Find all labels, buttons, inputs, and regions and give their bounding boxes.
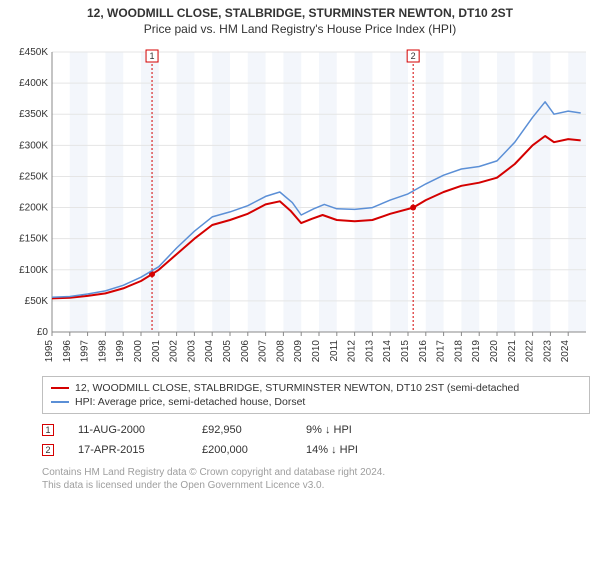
svg-text:1997: 1997 xyxy=(80,340,91,363)
sale-date: 17-APR-2015 xyxy=(78,440,178,460)
svg-text:2018: 2018 xyxy=(453,340,464,363)
line-chart-svg: £0 £50K £100K £150K £200K £250K £300K £350K £400… xyxy=(10,42,590,372)
svg-text:2011: 2011 xyxy=(329,340,340,362)
svg-text:2014: 2014 xyxy=(382,340,393,363)
sale-row: 1 11-AUG-2000 £92,950 9% ↓ HPI xyxy=(42,420,590,440)
svg-text:1996: 1996 xyxy=(62,340,73,363)
svg-text:2009: 2009 xyxy=(293,340,304,363)
svg-text:2013: 2013 xyxy=(364,340,375,363)
sale-marker-icon: 2 xyxy=(42,444,54,456)
svg-text:2016: 2016 xyxy=(418,340,429,363)
svg-text:£100K: £100K xyxy=(19,265,48,276)
legend-swatch-price xyxy=(51,387,69,389)
svg-text:2001: 2001 xyxy=(151,340,162,363)
legend-item: 12, WOODMILL CLOSE, STALBRIDGE, STURMINS… xyxy=(51,381,581,395)
sales-table: 1 11-AUG-2000 £92,950 9% ↓ HPI 2 17-APR-… xyxy=(42,420,590,460)
chart-area: £0 £50K £100K £150K £200K £250K £300K £350K £400… xyxy=(10,42,590,372)
footer-attribution: Contains HM Land Registry data © Crown c… xyxy=(42,466,590,492)
legend: 12, WOODMILL CLOSE, STALBRIDGE, STURMINS… xyxy=(42,376,590,414)
svg-text:£400K: £400K xyxy=(19,78,48,89)
svg-text:2: 2 xyxy=(411,51,416,61)
svg-text:£0: £0 xyxy=(37,327,49,338)
chart-subtitle: Price paid vs. HM Land Registry's House … xyxy=(0,22,600,36)
svg-text:£200K: £200K xyxy=(19,203,48,214)
svg-text:1995: 1995 xyxy=(44,340,55,363)
sale-hpi-delta: 9% ↓ HPI xyxy=(306,420,396,440)
svg-text:2019: 2019 xyxy=(471,340,482,363)
svg-text:2010: 2010 xyxy=(311,340,322,363)
svg-text:2024: 2024 xyxy=(560,340,571,363)
svg-text:£350K: £350K xyxy=(19,109,48,120)
sale-row: 2 17-APR-2015 £200,000 14% ↓ HPI xyxy=(42,440,590,460)
sale-date: 11-AUG-2000 xyxy=(78,420,178,440)
legend-item: HPI: Average price, semi-detached house,… xyxy=(51,395,581,409)
sale-marker-icon: 1 xyxy=(42,424,54,436)
svg-text:£450K: £450K xyxy=(19,47,48,58)
footer-line: Contains HM Land Registry data © Crown c… xyxy=(42,466,590,479)
svg-text:2005: 2005 xyxy=(222,340,233,363)
sale-price: £200,000 xyxy=(202,440,282,460)
sale-price: £92,950 xyxy=(202,420,282,440)
svg-text:2023: 2023 xyxy=(542,340,553,363)
svg-text:2002: 2002 xyxy=(169,340,180,363)
svg-text:2007: 2007 xyxy=(258,340,269,363)
svg-text:2017: 2017 xyxy=(436,340,447,363)
svg-text:1999: 1999 xyxy=(115,340,126,363)
svg-text:2004: 2004 xyxy=(204,340,215,363)
chart-title-address: 12, WOODMILL CLOSE, STALBRIDGE, STURMINS… xyxy=(0,6,600,20)
legend-swatch-hpi xyxy=(51,401,69,403)
footer-line: This data is licensed under the Open Gov… xyxy=(42,479,590,492)
svg-text:£300K: £300K xyxy=(19,140,48,151)
svg-text:2015: 2015 xyxy=(400,340,411,363)
svg-text:1: 1 xyxy=(150,51,155,61)
svg-text:2012: 2012 xyxy=(347,340,358,363)
legend-label: 12, WOODMILL CLOSE, STALBRIDGE, STURMINS… xyxy=(75,381,519,395)
svg-text:2021: 2021 xyxy=(507,340,518,363)
svg-text:2020: 2020 xyxy=(489,340,500,363)
svg-text:2000: 2000 xyxy=(133,340,144,363)
svg-text:2003: 2003 xyxy=(186,340,197,363)
svg-text:£150K: £150K xyxy=(19,234,48,245)
svg-text:1998: 1998 xyxy=(97,340,108,363)
legend-label: HPI: Average price, semi-detached house,… xyxy=(75,395,305,409)
svg-text:£50K: £50K xyxy=(25,296,49,307)
sale-hpi-delta: 14% ↓ HPI xyxy=(306,440,396,460)
svg-text:£250K: £250K xyxy=(19,171,48,182)
svg-text:2022: 2022 xyxy=(525,340,536,363)
svg-text:2006: 2006 xyxy=(240,340,251,363)
svg-text:2008: 2008 xyxy=(275,340,286,363)
